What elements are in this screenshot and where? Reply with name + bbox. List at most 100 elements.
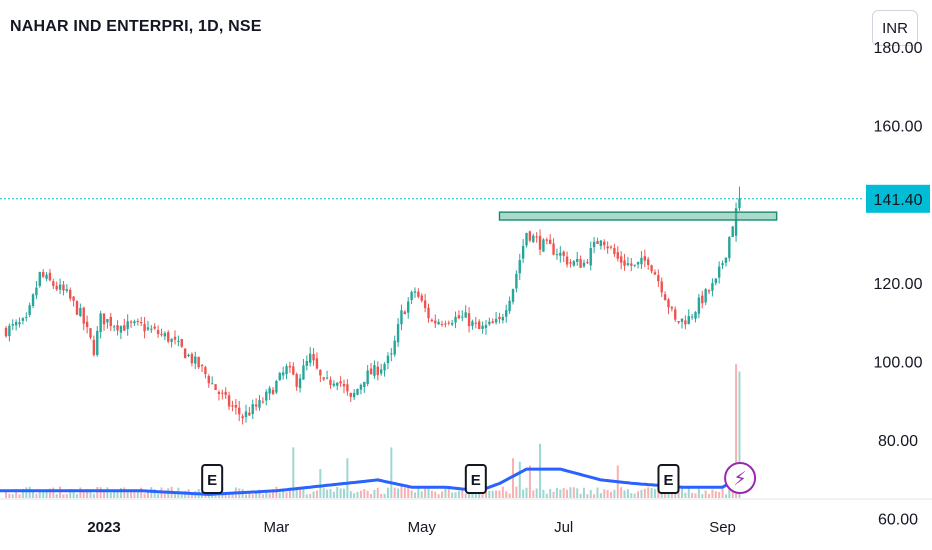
volume-bar [305, 494, 308, 498]
candle [640, 251, 643, 269]
volume-bar [539, 443, 542, 498]
candle [339, 376, 342, 388]
x-tick-label: Mar [263, 519, 289, 536]
volume-ma-line [0, 467, 737, 496]
volume-bar [119, 487, 122, 498]
volume-bar [728, 488, 731, 498]
volume-bar [261, 494, 264, 498]
volume-bar [434, 491, 437, 498]
candle [82, 306, 85, 331]
candle [444, 320, 447, 328]
earnings-marker[interactable]: E [201, 464, 224, 494]
candle [140, 316, 143, 327]
candle [545, 237, 548, 245]
volume-bar [322, 488, 325, 498]
volume-bar [397, 488, 400, 498]
volume-bar [407, 486, 410, 498]
candle [8, 323, 11, 342]
earnings-marker[interactable]: E [657, 464, 680, 494]
candle [129, 319, 133, 328]
volume-bar [437, 494, 440, 498]
volume-bar [417, 488, 420, 498]
resistance-zone[interactable] [498, 211, 778, 221]
candle [542, 238, 545, 252]
last-price-label: 141.40 [874, 192, 923, 209]
volume-bar [366, 490, 369, 498]
alert-marker[interactable]: ⚡ [724, 462, 757, 494]
volume-bar [643, 488, 646, 498]
candle [494, 311, 498, 325]
candle [285, 363, 288, 380]
candle [183, 348, 187, 359]
candle [325, 370, 329, 380]
volume-bar [498, 490, 501, 498]
candle [505, 304, 508, 323]
volume-bar [329, 488, 332, 498]
candle [430, 318, 434, 323]
volume-bar [687, 486, 690, 498]
candle [589, 241, 592, 271]
volume-bar [457, 491, 460, 498]
volume-bar [711, 489, 714, 498]
volume-bar [130, 490, 133, 498]
volume-bar [579, 493, 582, 498]
volume-bar [647, 487, 650, 498]
candle [626, 256, 630, 267]
volume-bar [163, 490, 166, 498]
candle [383, 362, 386, 377]
volume-bar [444, 488, 447, 498]
candle [349, 392, 352, 403]
candle [707, 289, 711, 295]
volume-bar [52, 487, 55, 498]
volume-bar [454, 492, 457, 498]
candle [18, 317, 21, 328]
candle [677, 321, 680, 325]
candle [106, 318, 109, 329]
candle [457, 310, 461, 320]
volume-bar [292, 447, 295, 498]
candle [532, 233, 535, 243]
candle [650, 264, 653, 274]
x-tick-label: Jul [554, 519, 573, 536]
candle [150, 325, 153, 334]
volume-bar [701, 494, 704, 498]
candle [606, 241, 609, 254]
candle [180, 338, 183, 348]
candle [420, 293, 423, 303]
candle [146, 320, 150, 331]
candle [319, 369, 322, 383]
candle [379, 363, 383, 376]
volume-bar [140, 487, 143, 498]
volume-bar [481, 490, 484, 498]
volume-bar [92, 493, 95, 498]
currency-button[interactable]: INR [872, 10, 918, 46]
candle [251, 399, 254, 420]
candle [562, 250, 565, 263]
candles-layer [4, 186, 741, 425]
volume-bar [180, 493, 183, 498]
volume-bar [535, 488, 538, 498]
y-tick-label: 100.00 [874, 354, 923, 371]
volume-bar [593, 494, 596, 498]
candle [92, 335, 96, 357]
candle [670, 305, 674, 312]
candle [69, 287, 72, 302]
candle [31, 293, 35, 309]
volume-bar [468, 490, 471, 498]
volume-bar [356, 491, 359, 498]
volume-bar [48, 488, 51, 498]
volume-ma-layer [0, 467, 737, 496]
volume-bar [143, 493, 146, 498]
volume-bar [319, 469, 322, 498]
candle [292, 362, 295, 376]
x-tick-label: 2023 [87, 519, 120, 536]
volume-bar [224, 492, 227, 498]
candle [38, 271, 41, 288]
volume-bar [447, 487, 450, 498]
candle [464, 305, 467, 318]
volume-bar [582, 487, 585, 498]
candle [136, 318, 140, 326]
earnings-marker[interactable]: E [464, 464, 487, 494]
